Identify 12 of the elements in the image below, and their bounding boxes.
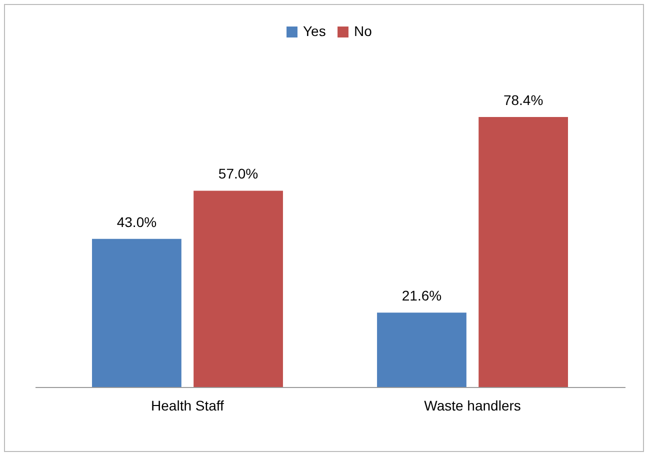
legend-label: Yes [303, 23, 326, 39]
bar [478, 117, 568, 387]
bar [194, 190, 283, 387]
x-tick-label: Waste handlers [424, 398, 521, 414]
data-label: 78.4% [503, 92, 544, 108]
bar [92, 238, 182, 387]
bar [377, 312, 466, 387]
data-label: 43.0% [116, 214, 157, 230]
data-label: 21.6% [402, 288, 442, 304]
legend-label: No [354, 23, 372, 39]
x-tick-label: Health Staff [151, 398, 224, 414]
data-label: 57.0% [218, 166, 258, 182]
